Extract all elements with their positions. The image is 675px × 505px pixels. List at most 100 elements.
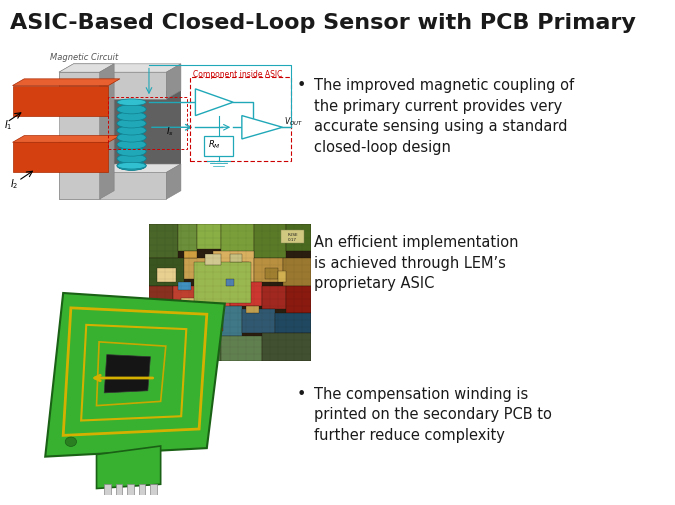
Ellipse shape [117, 113, 146, 122]
Ellipse shape [117, 99, 146, 107]
Polygon shape [59, 165, 181, 173]
Ellipse shape [117, 141, 146, 150]
Polygon shape [167, 65, 181, 99]
Ellipse shape [117, 120, 146, 129]
Bar [148, 286, 173, 309]
Text: An efficient implementation
is achieved through LEM’s
proprietary ASIC: An efficient implementation is achieved … [314, 235, 518, 290]
Polygon shape [167, 165, 181, 199]
Polygon shape [139, 484, 145, 501]
Ellipse shape [117, 155, 146, 164]
Bar [254, 225, 286, 259]
Polygon shape [59, 173, 167, 199]
Text: •: • [297, 235, 306, 250]
Ellipse shape [117, 155, 146, 164]
Ellipse shape [117, 147, 146, 157]
Bar [213, 307, 242, 336]
Ellipse shape [117, 127, 146, 136]
Ellipse shape [117, 141, 146, 150]
Bar [210, 315, 223, 331]
Bar [178, 282, 190, 290]
Bar [205, 282, 230, 313]
Text: $I_1$: $I_1$ [4, 118, 12, 132]
Bar [197, 225, 221, 249]
Polygon shape [45, 293, 225, 457]
Ellipse shape [117, 106, 146, 115]
Bar [173, 286, 205, 307]
Bar [242, 309, 275, 334]
Bar [148, 309, 178, 334]
Bar [205, 255, 221, 266]
Polygon shape [59, 73, 100, 199]
Bar [194, 263, 250, 304]
Ellipse shape [117, 120, 146, 129]
Bar [230, 255, 242, 263]
Ellipse shape [117, 147, 146, 157]
Bar [286, 225, 310, 252]
Bar [178, 309, 213, 331]
Text: The improved magnetic coupling of
the primary current provides very
accurate sen: The improved magnetic coupling of the pr… [314, 78, 574, 155]
Text: ASIC-Based Closed-Loop Sensor with PCB Primary: ASIC-Based Closed-Loop Sensor with PCB P… [10, 13, 636, 33]
Polygon shape [151, 484, 157, 501]
Bar [197, 279, 210, 286]
Bar [178, 225, 197, 252]
Polygon shape [196, 90, 233, 116]
Ellipse shape [117, 134, 146, 143]
Polygon shape [13, 86, 108, 116]
Text: •: • [297, 386, 306, 401]
Text: $V_{OUT}$: $V_{OUT}$ [284, 115, 303, 127]
Polygon shape [13, 80, 120, 86]
Polygon shape [59, 73, 167, 99]
Bar [213, 252, 254, 282]
Bar [148, 334, 189, 361]
Text: Component inside ASIC: Component inside ASIC [192, 69, 282, 78]
Bar [246, 307, 259, 313]
Bar [275, 313, 310, 334]
Bar [184, 259, 213, 279]
Bar [221, 225, 254, 255]
Ellipse shape [117, 106, 146, 115]
Bar [281, 230, 304, 244]
Bar [148, 259, 184, 286]
Polygon shape [114, 91, 181, 165]
Text: Magnetic Circuit: Magnetic Circuit [50, 53, 119, 62]
Bar [204, 136, 233, 157]
Text: FUSE
0.17: FUSE 0.17 [288, 233, 298, 241]
Polygon shape [128, 484, 134, 501]
Polygon shape [59, 65, 181, 73]
Polygon shape [13, 143, 108, 173]
Ellipse shape [117, 113, 146, 122]
Polygon shape [100, 65, 114, 199]
Bar [286, 286, 310, 313]
Bar [157, 268, 176, 282]
Ellipse shape [117, 134, 146, 143]
Ellipse shape [117, 162, 146, 171]
Ellipse shape [117, 162, 146, 171]
Bar [226, 279, 234, 286]
Text: $R_M$: $R_M$ [209, 138, 221, 150]
Bar [194, 323, 207, 336]
Polygon shape [242, 116, 282, 140]
Polygon shape [97, 446, 161, 488]
Polygon shape [100, 99, 167, 173]
Bar [221, 336, 262, 361]
Ellipse shape [117, 127, 146, 136]
Bar [278, 271, 286, 282]
Polygon shape [104, 355, 151, 393]
Text: •: • [297, 78, 306, 93]
Bar [254, 259, 283, 282]
Bar [230, 282, 262, 307]
Polygon shape [59, 65, 114, 73]
Polygon shape [13, 136, 120, 143]
Polygon shape [104, 484, 111, 501]
Bar [148, 225, 178, 259]
Text: The compensation winding is
printed on the secondary PCB to
further reduce compl: The compensation winding is printed on t… [314, 386, 551, 442]
Bar [265, 268, 278, 279]
Circle shape [65, 437, 76, 446]
Bar [181, 298, 200, 309]
Text: $I_s$: $I_s$ [167, 126, 174, 138]
Ellipse shape [117, 163, 146, 170]
Text: $I_2$: $I_2$ [9, 176, 18, 190]
Bar [262, 286, 286, 309]
Bar [189, 336, 221, 361]
Bar [184, 252, 197, 259]
